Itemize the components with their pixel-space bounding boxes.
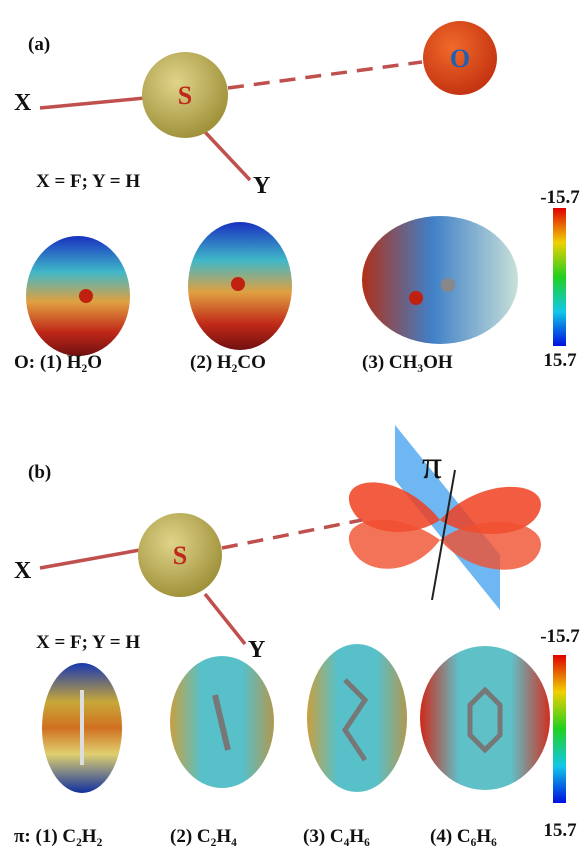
substituent-note: X = F; Y = H [36,632,140,653]
molecule-label: (3) CH₃OH [362,352,453,373]
atom [409,291,423,305]
colorbar-label: 15.7 [543,820,577,841]
bond [205,132,250,180]
esp-surface [362,216,518,344]
colorbar [553,208,566,346]
panel-label: (a) [28,34,50,55]
panel-label: (b) [28,462,51,483]
interaction [228,62,422,88]
molecule-label: π: (1) C₂H₂ [14,826,103,847]
substituent-note: X = F; Y = H [36,171,140,192]
bond [205,594,245,644]
colorbar-label: -15.7 [540,626,580,647]
atom-label: S [173,541,187,570]
molecule-label: (3) C₄H₆ [303,826,370,847]
molecule-label: O: (1) H₂O [14,352,102,373]
atom [441,278,455,292]
pi-symbol: π [422,442,442,487]
molecule-label: (2) H₂CO [190,352,266,373]
substituent-label: Y [253,173,270,199]
atom-label: O [450,44,470,73]
substituent-label: X [14,558,32,584]
atom [79,289,93,303]
colorbar-label: -15.7 [540,187,580,208]
bond [40,550,140,568]
esp-surface [26,236,130,356]
esp-surface [307,644,407,792]
atom-label: S [178,81,192,110]
substituent-label: X [14,90,32,116]
atom [231,277,245,291]
interaction [222,520,362,548]
bond [40,98,145,108]
esp-surface [420,646,550,790]
colorbar-label: 15.7 [543,350,577,371]
substituent-label: Y [248,637,265,663]
molecule-label: (4) C₆H₆ [430,826,497,847]
figure: (a) S O X Y X = F; Y = H -15.7 15.7 O: (… [0,0,581,857]
molecule-label: (2) C₂H₄ [170,826,237,847]
colorbar [553,655,566,803]
